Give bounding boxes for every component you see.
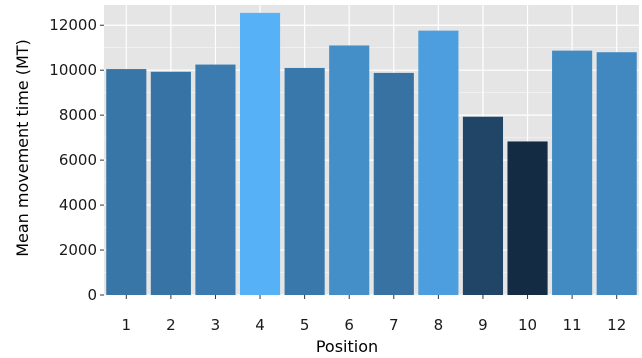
x-tick-label: 8 [434,316,444,334]
y-tick-label: 12000 [49,16,97,34]
bar-2 [150,71,191,295]
y-tick-label: 2000 [59,241,97,259]
bar-3 [195,64,236,296]
x-tick-label: 11 [563,316,582,334]
x-axis-title: Position [316,337,378,356]
bars [106,12,637,296]
x-tick-label: 12 [607,316,626,334]
x-tick-label: 10 [518,316,537,334]
bar-6 [329,45,370,295]
y-tick-label: 10000 [49,61,97,79]
bar-11 [552,50,593,296]
minor-gridlines [104,47,639,273]
bar-7 [373,72,414,295]
y-tick-label: 6000 [59,151,97,169]
bar-8 [418,30,459,296]
panel-background [104,5,639,295]
x-tick-label: 2 [166,316,176,334]
y-axis-ticks: 0 2000 4000 6000 8000 10000 12000 [49,16,104,304]
x-tick-label: 9 [478,316,488,334]
y-tick-label: 4000 [59,196,97,214]
x-tick-label: 7 [389,316,399,334]
bar-5 [284,67,325,295]
x-axis-ticks: 1 2 3 4 5 6 7 8 9 10 11 12 [122,295,626,334]
x-tick-label: 4 [255,316,265,334]
bar-10 [507,141,548,295]
y-tick-label: 0 [87,286,97,304]
x-tick-label: 3 [211,316,221,334]
bar-9 [462,116,504,295]
y-tick-label: 8000 [59,106,97,124]
x-tick-label: 1 [122,316,132,334]
bar-4 [239,12,281,295]
bar-1 [106,69,147,296]
bar-12 [596,52,637,295]
x-tick-label: 6 [344,316,354,334]
y-axis-title: Mean movement time (MT) [13,39,32,257]
x-tick-label: 5 [300,316,310,334]
